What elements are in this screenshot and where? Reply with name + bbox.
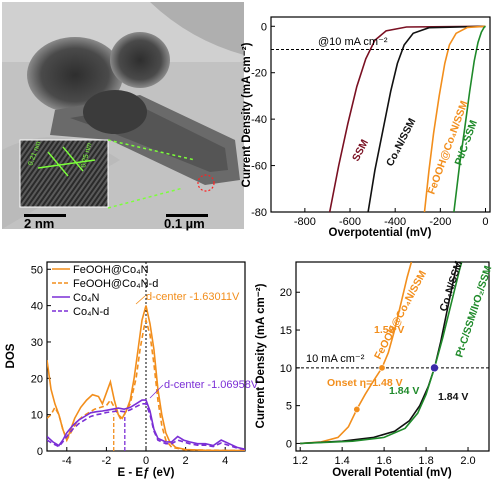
y-tick-label: 30	[31, 337, 43, 349]
plot-frame	[270, 16, 491, 213]
x-tick-label: -800	[294, 216, 316, 228]
legend: FeOOH@Co₄N FeOOH@Co₄N-d Co₄N Co₄N-d	[52, 264, 158, 318]
scale-bar-inset-label: 2 nm	[24, 216, 54, 231]
series-label-co4n: Co₄N/SSM	[437, 259, 465, 313]
x-axis-label: Overpotential (mV)	[329, 227, 432, 239]
tem-image-panel: 0.21 nm 0.25 nm 2 nm 0.1 µm	[2, 2, 244, 231]
x-tick-label: 0	[482, 216, 488, 228]
series-line	[300, 262, 459, 445]
y-tick-label: 15	[280, 325, 292, 337]
legend-label: FeOOH@Co₄N-d	[73, 278, 158, 290]
data-point-marker	[353, 405, 361, 413]
legend-label: Co₄N	[73, 292, 100, 304]
series-line	[47, 305, 245, 451]
potential-annotation: 1.84 V	[389, 385, 419, 397]
nanoparticle-cluster	[110, 32, 170, 88]
x-tick-label: 0	[143, 455, 149, 467]
hrtem-inset	[19, 139, 109, 208]
x-tick-label: -400	[384, 216, 406, 228]
series-label-co4n: Co₄N/SSM	[384, 116, 419, 168]
reference-line-label: @10 mA cm⁻²	[318, 36, 388, 48]
x-tick-label: -200	[429, 216, 451, 228]
y-tick-label: 0	[37, 446, 43, 458]
y-axis-label: Current Density (mA cm⁻²)	[241, 42, 253, 187]
onset-annotation: Onset η=1.48 V	[327, 377, 403, 389]
scale-bar-main	[166, 214, 208, 217]
scale-bar-main-label: 0.1 µm	[164, 216, 205, 231]
series-label-feooh: FeOOH@Co₄N/SSM	[372, 268, 429, 361]
y-tick-label: 5	[286, 401, 292, 413]
x-tick-label: -4	[62, 455, 72, 467]
overall-chart: 1.2 1.4 1.6 1.8 2.0 0 5 10 15 20 10 mA cm⁻² Overa…	[255, 259, 494, 479]
potential-annotation: 1.84 V	[438, 391, 468, 403]
y-tick-label: -60	[251, 161, 267, 173]
potential-annotation: 1.59 V	[374, 324, 404, 336]
series-line	[328, 25, 486, 212]
plot-frame	[295, 261, 490, 452]
y-tick-label: 0	[286, 438, 292, 450]
reference-line-label: 10 mA cm⁻²	[306, 353, 365, 365]
x-tick-label: 2	[183, 455, 189, 467]
y-tick-label: 0	[261, 21, 267, 33]
series-line	[423, 25, 486, 212]
x-tick-label: 4	[222, 455, 228, 467]
legend-label: Co₄N-d	[73, 306, 109, 318]
y-axis-label: Current Density (mA cm⁻²)	[255, 283, 267, 428]
y-tick-label: -40	[251, 114, 267, 126]
y-tick-label: 20	[280, 287, 292, 299]
x-tick-label: 1.4	[335, 455, 350, 467]
data-point-marker	[430, 363, 439, 373]
series-line	[300, 262, 413, 445]
x-tick-label: 1.8	[418, 455, 433, 467]
y-axis-label: DOS	[5, 343, 17, 368]
y-tick-label: -20	[251, 68, 267, 80]
legend-label: FeOOH@Co₄N	[73, 264, 149, 276]
y-tick-label: 10	[280, 363, 292, 375]
series-line	[367, 25, 486, 212]
y-tick-label: -80	[251, 207, 267, 219]
x-tick-label: 1.6	[376, 455, 391, 467]
series-line	[300, 262, 463, 445]
y-tick-label: 20	[31, 373, 43, 385]
scale-bar-inset	[24, 214, 66, 217]
lsv-chart: -800 -600 -400 -200 0 0 -20 -40 -60 -80 @10 mA cm…	[241, 16, 491, 239]
y-tick-label: 10	[31, 410, 43, 422]
y-tick-label: 50	[31, 264, 43, 276]
x-axis-label: Overall Potential (mV)	[332, 467, 452, 479]
x-tick-label: 1.2	[293, 455, 308, 467]
data-point-marker	[378, 364, 386, 372]
d-center-annotation: d-center -1.63011V	[146, 291, 240, 303]
series-line	[47, 399, 245, 450]
x-tick-label: 2.0	[460, 455, 475, 467]
y-tick-label: 40	[31, 301, 43, 313]
series-label-ssm: SSM	[350, 137, 371, 163]
selected-region-marker	[197, 174, 215, 192]
series-line	[453, 25, 486, 212]
x-tick-label: -600	[339, 216, 361, 228]
d-center-annotation: d-center -1.06958V	[164, 379, 259, 391]
series-line	[47, 403, 245, 451]
x-tick-label: -2	[102, 455, 112, 467]
x-axis-label: E - Eƒ (eV)	[118, 467, 175, 479]
